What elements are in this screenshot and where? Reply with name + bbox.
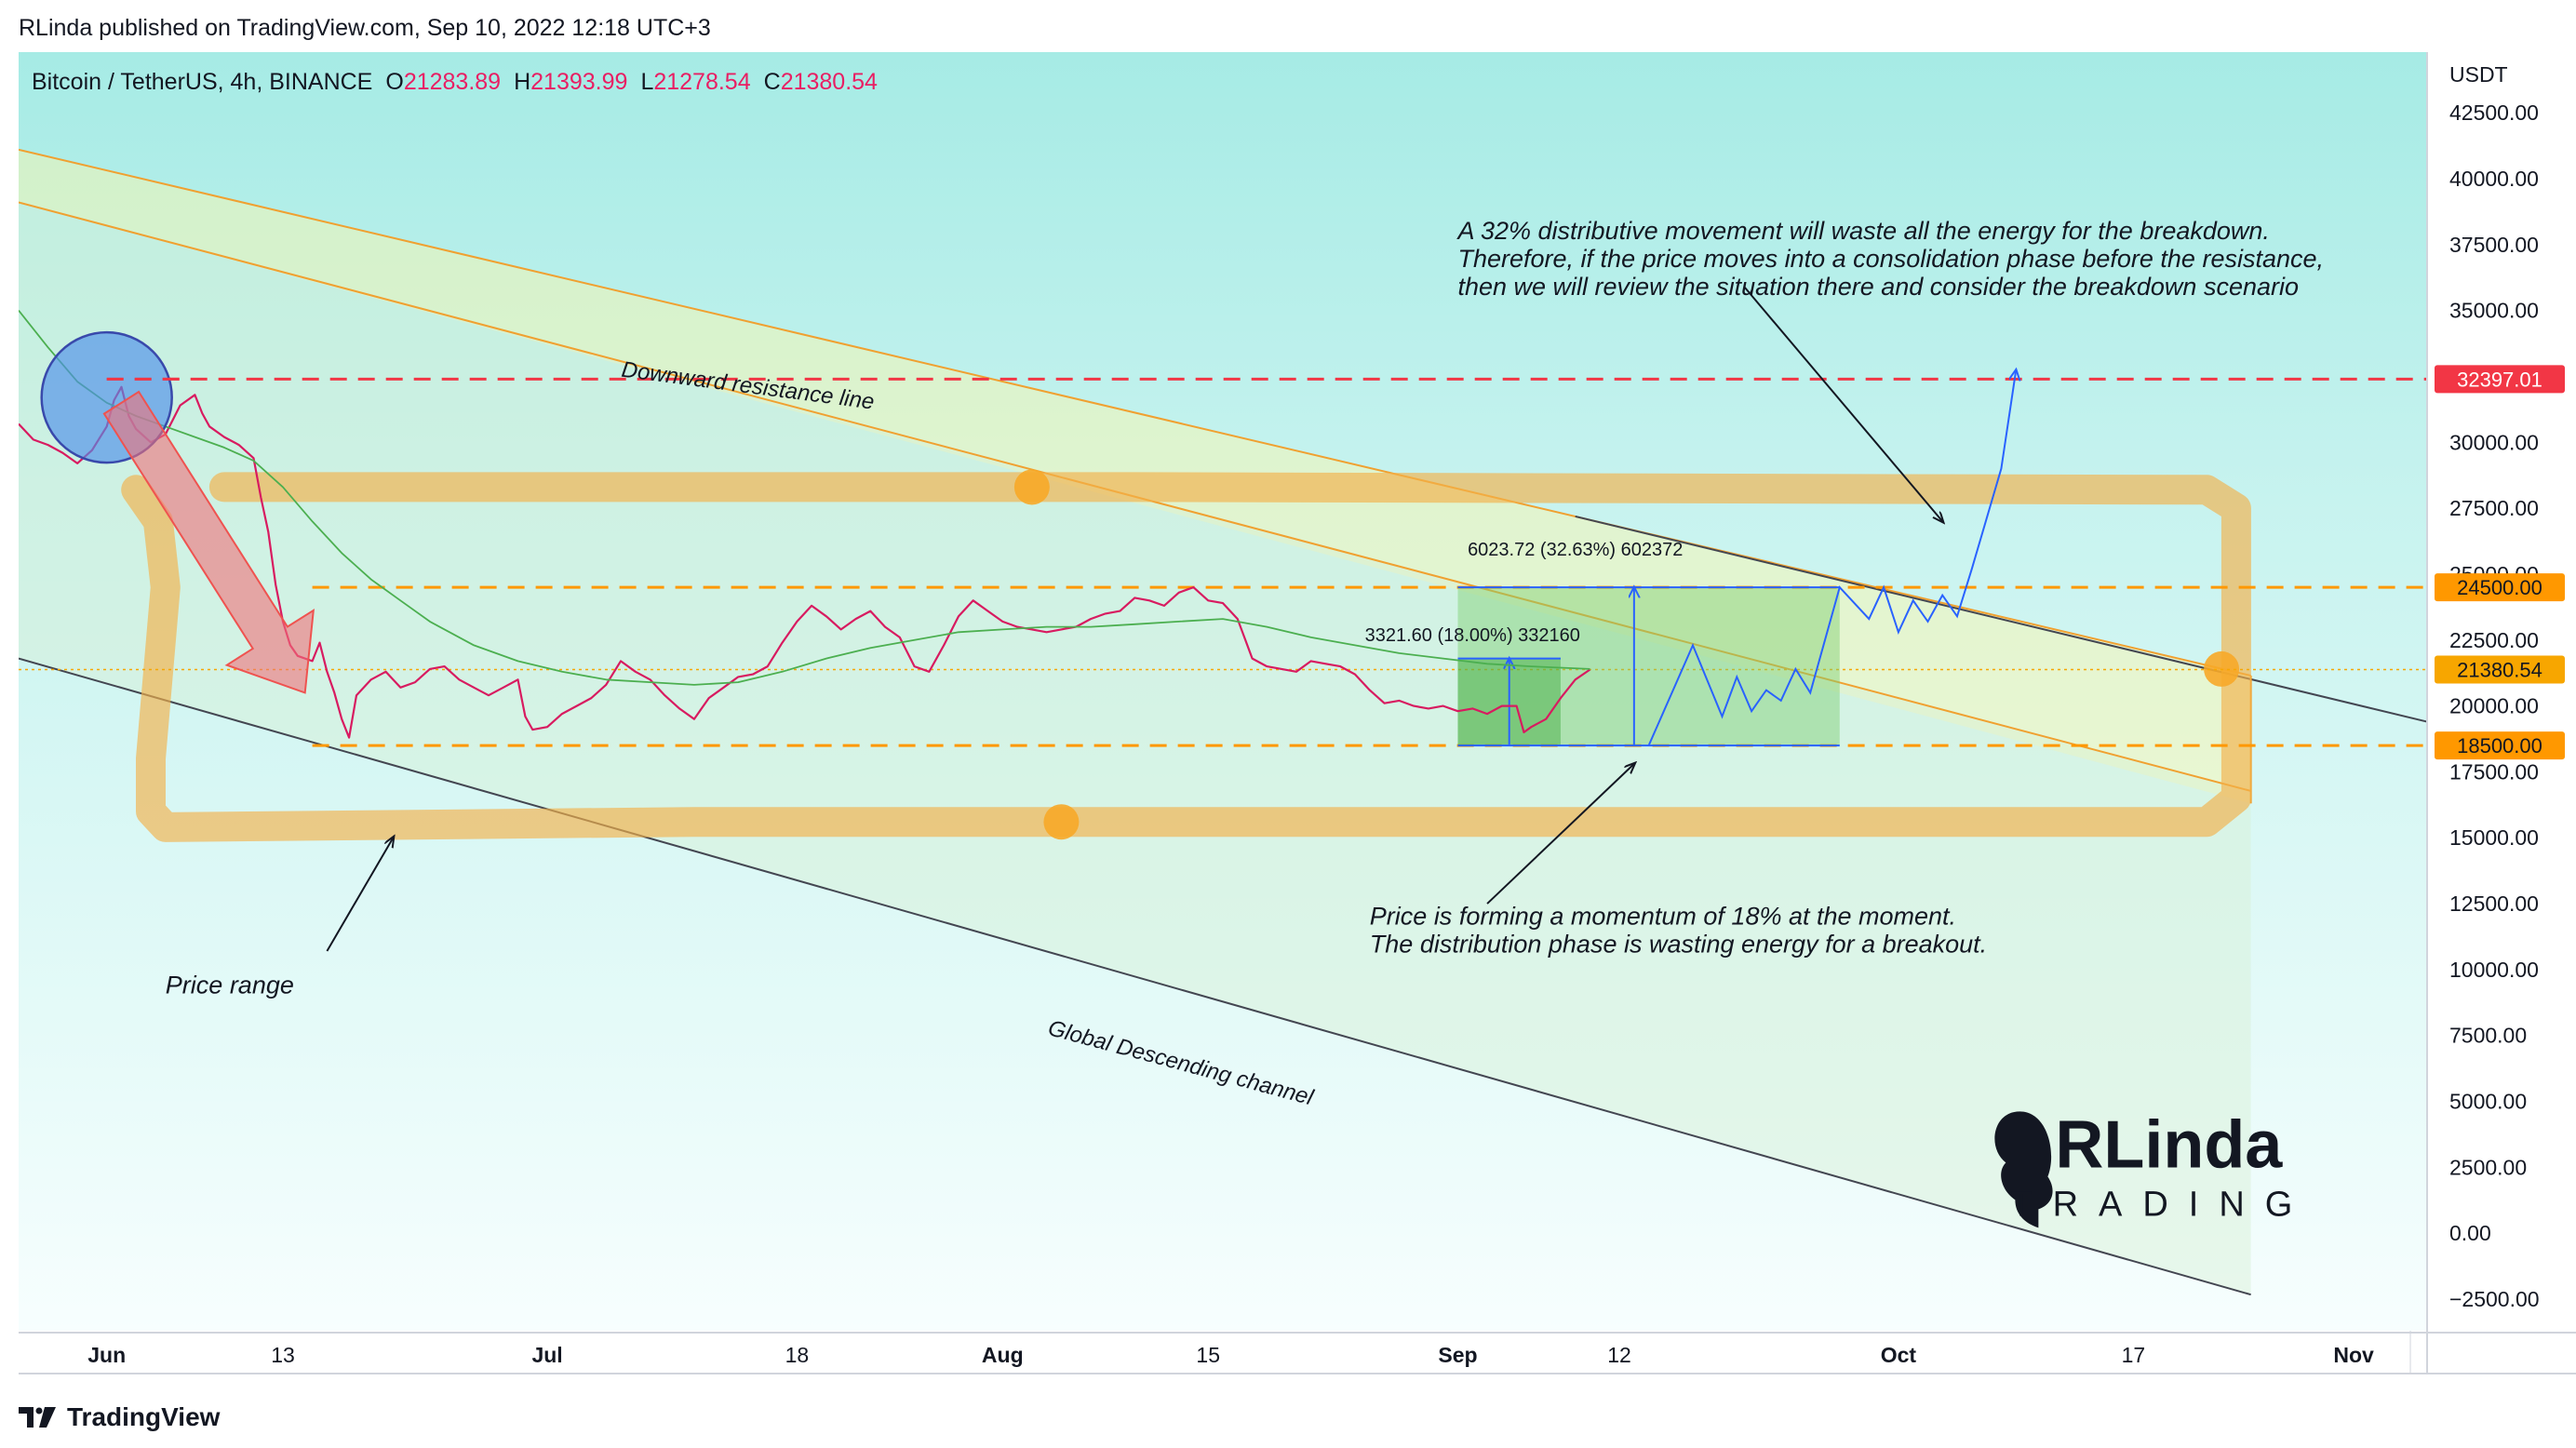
price-tick-label: 5000.00 <box>2449 1090 2527 1114</box>
price-badge[interactable] <box>2435 573 2565 602</box>
momentum-note-line: Price is forming a momentum of 18% at th… <box>1370 903 1956 931</box>
price-tick-label: −2500.00 <box>2449 1287 2540 1311</box>
price-tick-label: 15000.00 <box>2449 825 2539 850</box>
drop-arrow[interactable] <box>102 390 315 694</box>
momentum-pointer <box>1486 764 1634 905</box>
projection-path[interactable] <box>1647 371 2017 746</box>
price-badge[interactable] <box>2435 365 2565 394</box>
price-tick-label: 17500.00 <box>2449 759 2539 784</box>
price-range-highlight[interactable] <box>121 472 2251 842</box>
tradingview-brand[interactable]: TradingView <box>19 1399 220 1436</box>
time-tick-label: Jul <box>531 1343 562 1367</box>
price-badge[interactable] <box>2435 655 2565 684</box>
time-tick-label: 17 <box>2122 1343 2146 1367</box>
measure-label-small: 3321.60 (18.00%) 332160 <box>1365 625 1580 646</box>
time-scale-background[interactable] <box>19 1331 2427 1401</box>
watermark-name: RLinda <box>2055 1107 2283 1182</box>
global-channel-line[interactable] <box>19 657 2251 1296</box>
price-tick-label: 12500.00 <box>2449 892 2539 916</box>
ohlc-key: L <box>640 69 653 95</box>
price-tick-label: 0.00 <box>2449 1221 2491 1245</box>
watermark-tagline: TRADING <box>2010 1185 2313 1224</box>
breakdown-pointer <box>1743 286 1942 521</box>
measure-label-large: 6023.72 (32.63%) 602372 <box>1468 540 1683 560</box>
price-scale-unit: USDT <box>2449 62 2508 87</box>
price-tick-label: 37500.00 <box>2449 233 2539 257</box>
channel-extension-line[interactable] <box>1575 515 2428 723</box>
breakdown-note-line: Therefore, if the price moves into a con… <box>1457 245 2324 273</box>
tradingview-logo-icon <box>19 1407 56 1428</box>
time-tick-label: Oct <box>1881 1343 1917 1367</box>
symbol-header[interactable]: Bitcoin / TetherUS, 4h, BINANCE O21283.89… <box>32 69 878 95</box>
published-info: RLinda published on TradingView.com, Sep… <box>19 15 711 41</box>
price-range-label: Price range <box>166 971 294 999</box>
range-handle-dot[interactable] <box>1013 469 1050 505</box>
time-tick-label: Sep <box>1438 1343 1477 1367</box>
price-tick-label: 30000.00 <box>2449 430 2539 454</box>
time-tick-label: 12 <box>1607 1343 1631 1367</box>
price-badge-label: 32397.01 <box>2457 368 2542 391</box>
breakdown-note-line: then we will review the situation there … <box>1457 273 2299 301</box>
price-tick-label: 2500.00 <box>2449 1155 2527 1179</box>
price-badge-label: 18500.00 <box>2457 734 2542 758</box>
price-chart-svg[interactable]: 6023.72 (32.63%) 602372 3321.60 (18.00%) … <box>19 52 2576 1401</box>
time-tick-label: Jun <box>87 1343 126 1367</box>
ohlc-key: O <box>385 69 403 95</box>
price-tick-label: 42500.00 <box>2449 101 2539 125</box>
momentum-note-line: The distribution phase is wasting energy… <box>1370 931 1987 959</box>
time-tick-label: 18 <box>785 1343 810 1367</box>
price-scale-background[interactable] <box>2427 52 2576 1401</box>
time-tick-label: Aug <box>982 1343 1024 1367</box>
time-tick-label: Nov <box>2333 1343 2374 1367</box>
price-tick-label: 27500.00 <box>2449 496 2539 520</box>
price-tick-label: 22500.00 <box>2449 628 2539 652</box>
price-range-pointer <box>326 838 393 952</box>
range-handle-dot[interactable] <box>1043 804 1080 840</box>
price-tick-label: 40000.00 <box>2449 167 2539 191</box>
price-series-line[interactable] <box>19 385 1591 739</box>
price-badge-label: 24500.00 <box>2457 576 2542 599</box>
time-tick-label: 15 <box>1196 1343 1220 1367</box>
price-tick-label: 10000.00 <box>2449 958 2539 982</box>
ohlc-value: 21393.99 <box>530 69 627 95</box>
price-tick-label: 7500.00 <box>2449 1024 2527 1048</box>
brand-name: TradingView <box>67 1402 221 1431</box>
ohlc-value: 21380.54 <box>781 69 878 95</box>
ohlc-value: 21278.54 <box>653 69 750 95</box>
moving-average-line[interactable] <box>19 310 1590 686</box>
price-badge[interactable] <box>2435 731 2565 760</box>
price-badge-label: 21380.54 <box>2457 658 2542 681</box>
ohlc-key: C <box>764 69 781 95</box>
price-tick-label: 35000.00 <box>2449 299 2539 323</box>
breakdown-note-line: A 32% distributive movement will waste a… <box>1456 217 2269 245</box>
chart-area[interactable]: 6023.72 (32.63%) 602372 3321.60 (18.00%) … <box>19 52 2576 1401</box>
price-tick-label: 20000.00 <box>2449 694 2539 718</box>
time-tick-label: 13 <box>271 1343 295 1367</box>
rlinda-head-logo-icon <box>1994 1111 2053 1228</box>
symbol-title: Bitcoin / TetherUS, 4h, BINANCE <box>32 69 372 95</box>
ohlc-value: 21283.89 <box>404 69 501 95</box>
ohlc-key: H <box>514 69 530 95</box>
